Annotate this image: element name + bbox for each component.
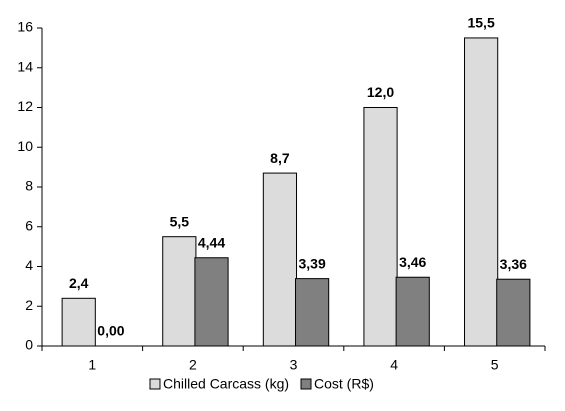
y-tick-label: 10 [17,138,33,154]
y-tick-label: 14 [17,58,33,74]
legend-swatch [300,378,312,390]
bar [395,276,430,347]
x-tick-label: 1 [88,357,96,373]
x-tick-label: 5 [491,357,499,373]
y-tick-label: 4 [25,257,33,273]
y-tick-label: 6 [25,217,33,233]
bar [496,278,531,347]
x-tick-label: 3 [290,357,298,373]
value-label: 3,39 [298,255,325,271]
y-tick-label: 0 [25,337,33,353]
legend-label: Cost (R$) [314,376,374,392]
value-label: 3,46 [399,254,426,270]
value-label: 8,7 [270,150,290,166]
legend-swatch [149,378,161,390]
bar [61,297,96,347]
bar [162,236,197,347]
legend-label: Chilled Carcass (kg) [163,376,289,392]
bar [464,37,499,347]
bar [363,107,398,347]
x-tick-label: 4 [390,357,398,373]
value-label: 12,0 [367,84,394,100]
bar [295,278,330,347]
value-label: 3,36 [500,256,527,272]
value-label: 0,00 [97,323,124,339]
y-tick-label: 16 [17,19,33,35]
y-tick-label: 8 [25,178,33,194]
y-tick-label: 2 [25,297,33,313]
x-tick-label: 2 [189,357,197,373]
legend: Chilled Carcass (kg) Cost (R$) [149,376,374,392]
value-label: 4,44 [198,234,225,250]
bar [194,257,229,347]
value-label: 2,4 [69,275,89,291]
y-tick-label: 12 [17,98,33,114]
value-label: 5,5 [170,213,190,229]
value-label: 15,5 [467,15,494,31]
bar [262,172,298,347]
